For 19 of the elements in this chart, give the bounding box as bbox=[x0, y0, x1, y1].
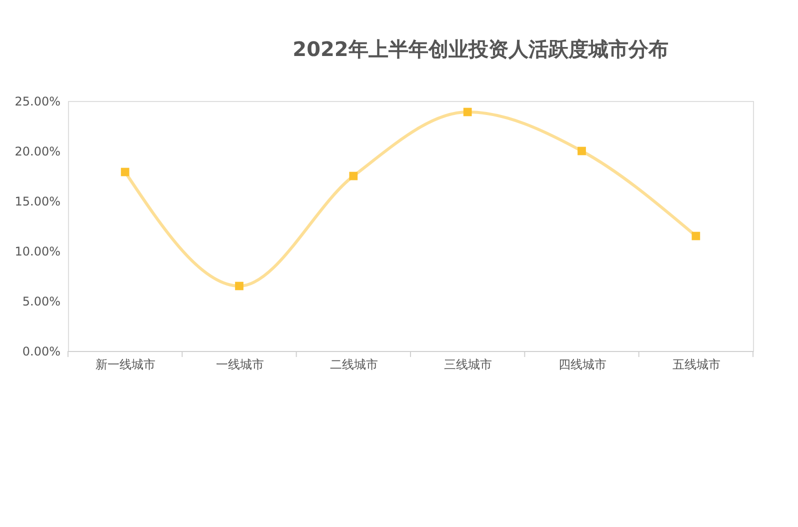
x-tick-label: 新一线城市 bbox=[96, 358, 156, 372]
point bbox=[349, 172, 358, 180]
x-tick-label: 五线城市 bbox=[672, 358, 720, 372]
point bbox=[578, 146, 586, 156]
x-tick-label: 二线城市 bbox=[330, 358, 378, 372]
y-tick-label: 5.00% bbox=[22, 294, 60, 308]
y-tick-label: 20.00% bbox=[14, 144, 60, 158]
x-tick-label: 三线城市 bbox=[444, 358, 492, 372]
point bbox=[120, 168, 130, 176]
y-tick-label: 0.00% bbox=[22, 344, 60, 358]
chart-title: 2022年上半年创业投资人活跃度城市分布 bbox=[292, 37, 668, 61]
y-tick-label: 10.00% bbox=[14, 244, 60, 258]
x-tick-label: 一线城市 bbox=[216, 358, 264, 372]
point bbox=[235, 282, 244, 290]
x-tick-label: 四线城市 bbox=[558, 358, 606, 372]
y-tick-label: 15.00% bbox=[14, 194, 60, 208]
y-tick-label: 25.00% bbox=[14, 94, 60, 108]
point bbox=[692, 232, 700, 240]
point bbox=[463, 108, 472, 116]
